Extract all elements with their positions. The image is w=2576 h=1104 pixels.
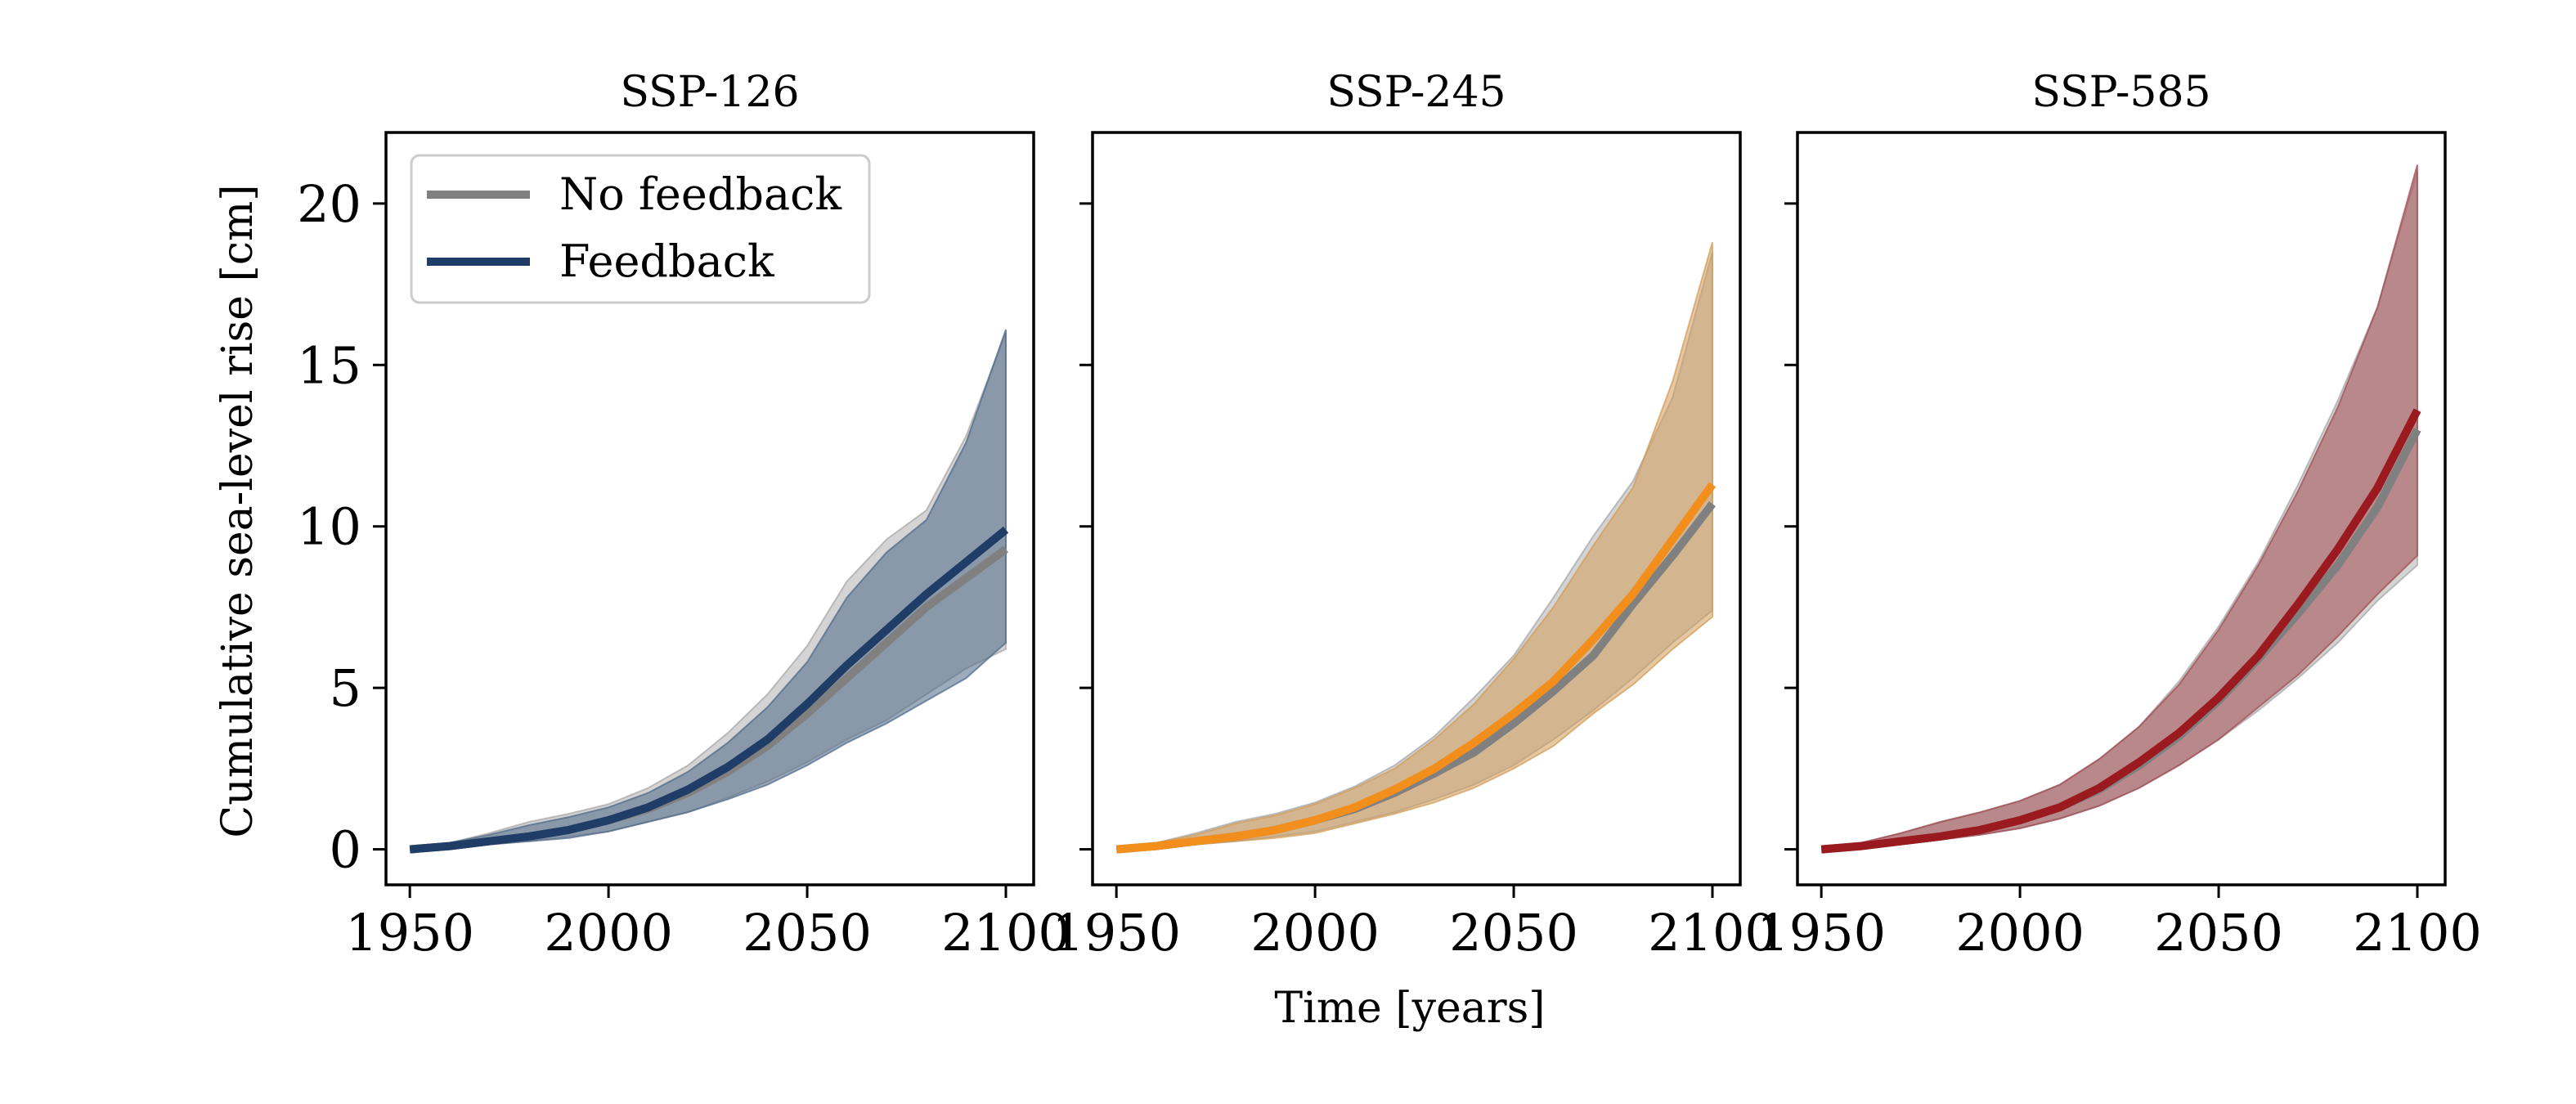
x-tick-label: 2100 <box>941 903 1070 963</box>
x-tick-label: 2050 <box>1449 903 1578 963</box>
y-axis-label: Cumulative sea-level rise [cm] <box>213 184 263 837</box>
x-tick-label: 1950 <box>1052 903 1181 963</box>
panel-ssp-245: 1950 2000 2050 2100 SSP-245 <box>1052 68 1777 963</box>
x-tick-label: 2100 <box>1648 903 1777 963</box>
y-tick-label: 0 <box>330 820 361 880</box>
y-tick-label: 20 <box>297 174 361 234</box>
line-feedback <box>409 526 1009 854</box>
panel-frame <box>1091 131 1742 886</box>
x-tick-label: 2050 <box>743 903 872 963</box>
y-tick-label: 10 <box>297 497 361 557</box>
legend-label-feedback: Feedback <box>559 236 775 287</box>
plot-area-ssp-245 <box>1115 241 1717 854</box>
panel-ssp-126: 1950 2000 2050 2100 0 5 10 15 20 SSP-126 <box>297 68 1070 963</box>
band-feedback <box>410 329 1007 850</box>
line-feedback <box>1820 408 2421 854</box>
x-tick-label: 2100 <box>2353 903 2482 963</box>
x-tick-label: 2050 <box>2154 903 2283 963</box>
panels-group: 1950 2000 2050 2100 0 5 10 15 20 SSP-126 1950 2000 2… <box>297 68 2482 963</box>
x-axis-label: Time [years] <box>1274 984 1545 1033</box>
x-tick-label: 2000 <box>1250 903 1380 963</box>
x-tick-label: 2000 <box>1955 903 2085 963</box>
line-feedback <box>1115 482 1717 854</box>
legend-label-no-feedback: No feedback <box>559 168 842 220</box>
legend: No feedback Feedback <box>410 154 871 304</box>
x-tick-label: 1950 <box>1757 903 1886 963</box>
plot-area-ssp-126 <box>409 329 1009 854</box>
panel-frame <box>1796 131 2447 886</box>
y-tick-label: 5 <box>330 658 361 718</box>
band-feedback <box>1116 241 1713 850</box>
y-tick-label: 15 <box>297 335 361 395</box>
panel-frame <box>384 131 1035 886</box>
plot-area-ssp-585 <box>1820 164 2421 854</box>
panel-title: SSP-245 <box>1326 68 1506 117</box>
panel-title: SSP-126 <box>620 68 799 117</box>
x-tick-label: 2000 <box>544 903 673 963</box>
panel-title: SSP-585 <box>2031 68 2210 117</box>
x-tick-label: 1950 <box>345 903 474 963</box>
band-feedback <box>1821 164 2418 850</box>
panel-ssp-585: 1950 2000 2050 2100 SSP-585 <box>1757 68 2482 963</box>
